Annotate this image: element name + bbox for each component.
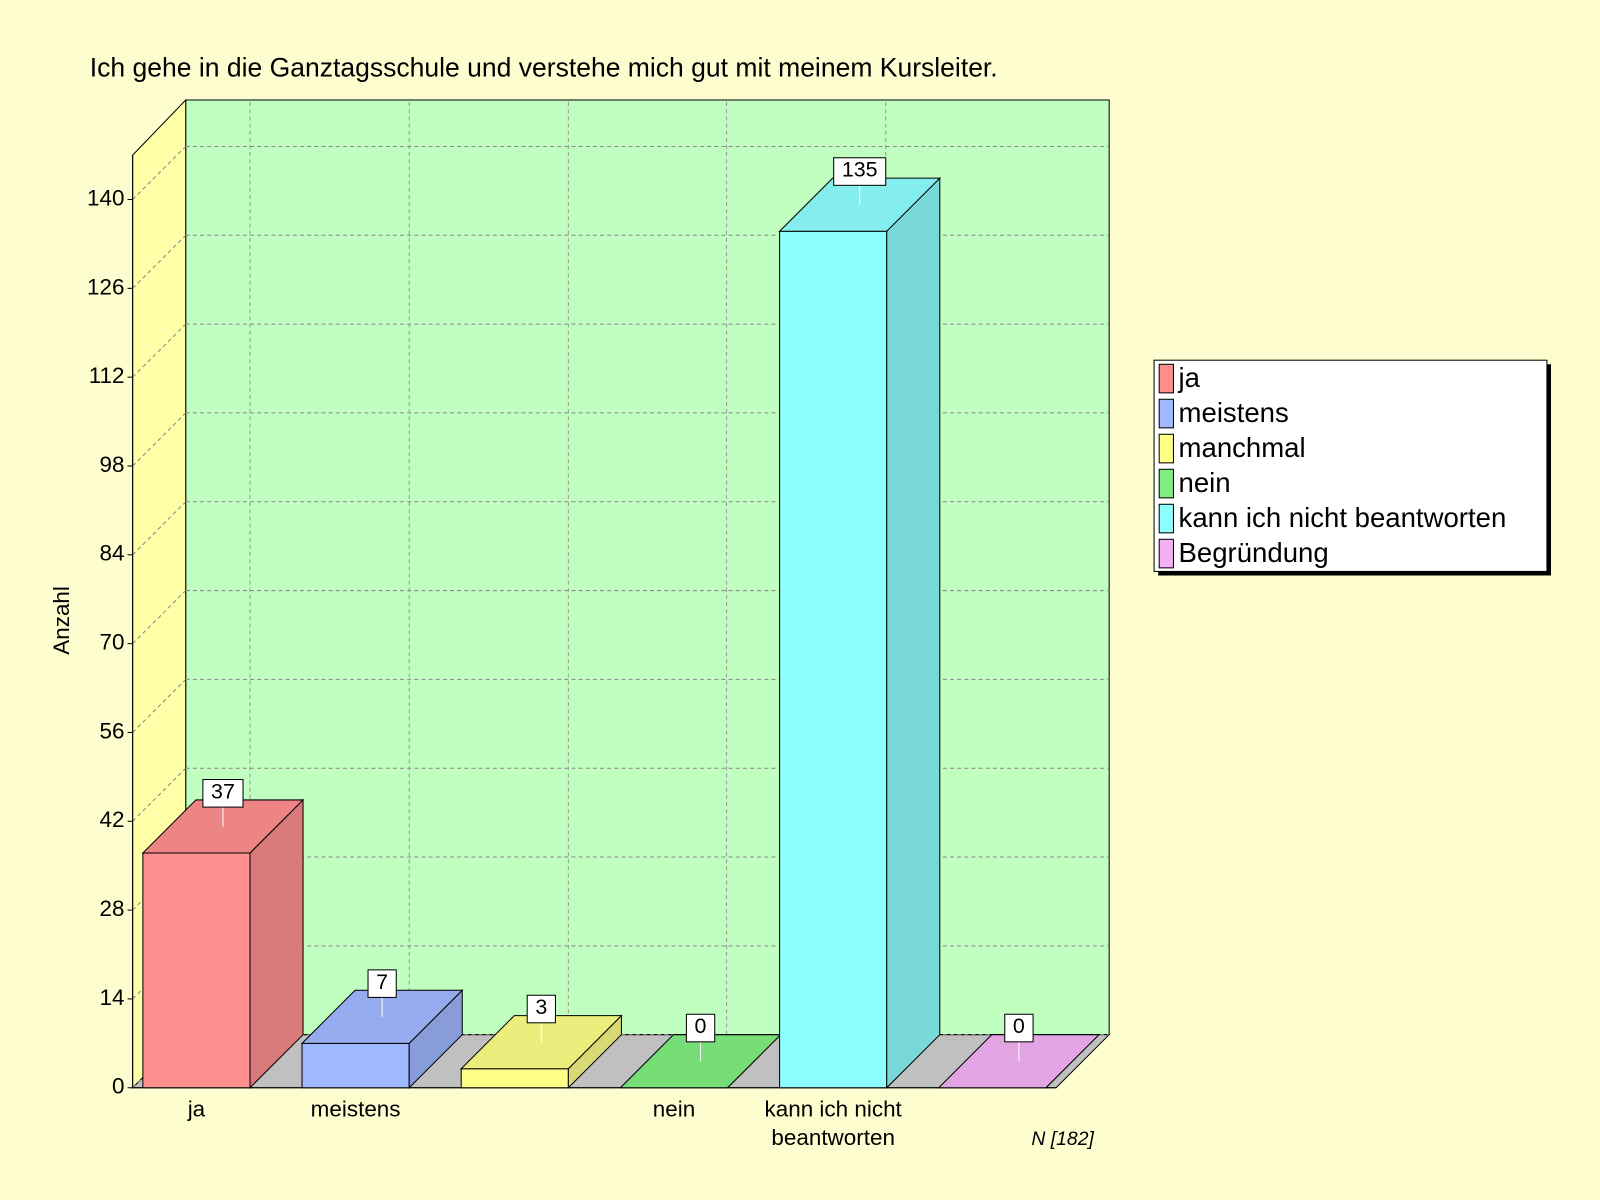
note: N [182] — [1031, 1128, 1094, 1150]
y-tick-label: 56 — [100, 718, 125, 743]
grid-line — [132, 679, 187, 733]
bar — [141, 798, 305, 1089]
x-tick-label: ja — [187, 1095, 206, 1122]
y-tick-label: 14 — [100, 985, 125, 1010]
grid-line — [132, 234, 187, 289]
x-tick-label: meistens — [310, 1095, 401, 1122]
bar-side — [886, 176, 941, 1089]
y-tick-label: 28 — [100, 896, 125, 921]
value-label: 0 — [1013, 1014, 1025, 1038]
y-axis-label: Anzahl — [49, 586, 74, 655]
value-label: 0 — [695, 1014, 707, 1038]
y-tick-label: 42 — [100, 807, 125, 832]
legend-box — [1153, 359, 1548, 572]
bar-front — [779, 230, 888, 1089]
x-tick-label: nein — [652, 1095, 696, 1122]
legend-label: kann ich nicht beantworten — [1179, 502, 1507, 533]
grid-line — [132, 590, 187, 644]
legend: ja meistens manchmal nein kann ich nicht bea… — [1153, 359, 1552, 576]
y-tick-label: 84 — [100, 541, 125, 566]
legend-label: meistens — [1179, 397, 1289, 428]
back-wall — [185, 99, 1110, 1036]
value-label-box — [367, 969, 397, 998]
bar — [778, 176, 942, 1089]
legend-swatch — [1158, 363, 1174, 394]
legend-swatch — [1158, 433, 1174, 464]
legend-swatch — [1158, 398, 1174, 429]
y-tick-label: 126 — [87, 274, 124, 299]
value-label-box — [202, 779, 244, 808]
legend-label: manchmal — [1179, 432, 1306, 463]
chart-title: Ich gehe in die Ganztagsschule und verst… — [90, 52, 998, 82]
y-tick-label: 0 — [112, 1074, 124, 1099]
legend-label: nein — [1179, 467, 1231, 498]
y-tick-label: 140 — [87, 185, 124, 210]
value-label: 3 — [535, 995, 547, 1019]
legend-label: Begründung — [1179, 537, 1329, 568]
grid-line — [132, 412, 187, 467]
legend-swatch — [1158, 503, 1174, 534]
value-label-box — [1004, 1013, 1034, 1043]
grid-line — [132, 323, 187, 378]
value-label: 135 — [842, 158, 878, 182]
y-tick-label: 112 — [89, 363, 125, 388]
bar-front — [301, 1042, 410, 1089]
bar-front — [460, 1068, 569, 1089]
value-label-box — [526, 994, 556, 1024]
grid-line — [132, 501, 187, 556]
y-tick-label: 70 — [100, 630, 125, 655]
legend-swatch — [1158, 538, 1174, 569]
y-tick-label: 98 — [100, 452, 125, 477]
grid-line — [132, 767, 187, 822]
value-label: 7 — [376, 970, 388, 994]
legend-label: ja — [1178, 362, 1201, 393]
bar-front — [142, 852, 251, 1089]
grid-line — [132, 146, 187, 200]
value-label-box — [685, 1013, 716, 1043]
x-tick-label: kann ich nicht beantworten — [764, 1095, 902, 1150]
value-label: 37 — [211, 779, 235, 803]
legend-swatch — [1158, 468, 1174, 499]
value-label-box — [833, 157, 887, 186]
